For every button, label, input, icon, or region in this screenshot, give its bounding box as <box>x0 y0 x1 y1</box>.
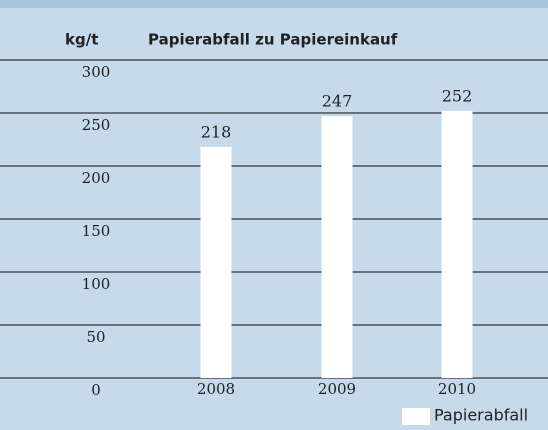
bar <box>441 110 473 378</box>
top-strip <box>0 0 548 8</box>
y-tick-label: 0 <box>91 381 101 399</box>
y-tick-label: 150 <box>82 222 111 240</box>
y-tick-label: 200 <box>82 169 111 187</box>
y-tick-label: 250 <box>82 116 111 134</box>
value-label: 247 <box>322 92 353 111</box>
y-tick-label: 100 <box>82 275 111 293</box>
x-tick-label: 2009 <box>318 380 356 398</box>
bar <box>321 116 353 379</box>
y-tick-label: 50 <box>86 328 105 346</box>
y-tick-label: 300 <box>82 63 111 81</box>
x-tick-label: 2010 <box>438 380 476 398</box>
legend-label: Papierabfall <box>434 406 528 425</box>
legend-swatch <box>402 408 430 425</box>
y-axis-label: kg/t <box>65 31 98 49</box>
x-tick-label: 2008 <box>197 380 235 398</box>
value-label: 218 <box>201 122 232 141</box>
bar <box>200 146 232 378</box>
value-label: 252 <box>442 86 473 105</box>
chart-title: Papierabfall zu Papiereinkauf <box>148 31 398 49</box>
